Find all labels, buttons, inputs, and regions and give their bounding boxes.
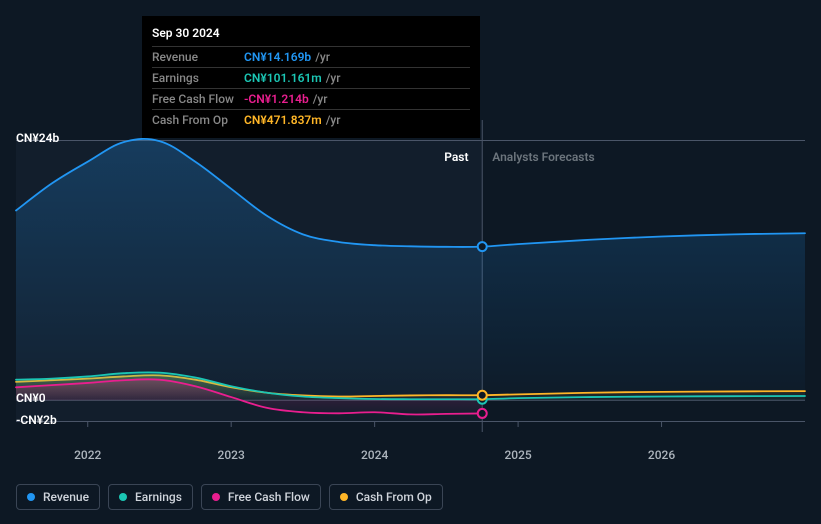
chart-svg (16, 140, 805, 422)
legend-item-free-cash-flow[interactable]: Free Cash Flow (201, 484, 321, 510)
forecast-label: Analysts Forecasts (492, 150, 594, 164)
legend-item-cash-from-op[interactable]: Cash From Op (329, 484, 443, 510)
tooltip-metric-label: Free Cash Flow (152, 92, 244, 106)
y-axis-label: -CN¥2b (16, 413, 57, 427)
legend-label: Free Cash Flow (228, 490, 310, 504)
tooltip-suffix: /yr (326, 71, 341, 85)
tooltip-metric-value: -CN¥1.214b (244, 92, 309, 106)
x-axis-label: 2023 (218, 448, 245, 462)
tooltip-metric-value: CN¥14.169b (244, 50, 311, 64)
y-axis-label: CN¥0 (16, 391, 46, 405)
legend-dot-icon (119, 493, 127, 501)
x-axis: 2022 2023 2024 2025 2026 (16, 448, 805, 468)
chart-tooltip: Sep 30 2024 RevenueCN¥14.169b/yrEarnings… (142, 16, 480, 138)
tooltip-metric-label: Earnings (152, 71, 244, 85)
tooltip-suffix: /yr (326, 113, 341, 127)
chart-legend: Revenue Earnings Free Cash Flow Cash From O… (16, 484, 443, 510)
x-axis-label: 2024 (361, 448, 388, 462)
tooltip-row: RevenueCN¥14.169b/yr (152, 46, 470, 67)
tooltip-row: Cash From OpCN¥471.837m/yr (152, 109, 470, 130)
tooltip-metric-value: CN¥471.837m (244, 113, 322, 127)
legend-item-revenue[interactable]: Revenue (16, 484, 100, 510)
chart-area (16, 140, 805, 422)
tooltip-metric-label: Revenue (152, 50, 244, 64)
legend-item-earnings[interactable]: Earnings (108, 484, 193, 510)
legend-dot-icon (340, 493, 348, 501)
tooltip-metric-value: CN¥101.161m (244, 71, 322, 85)
y-axis-label: CN¥24b (16, 131, 59, 145)
tooltip-row: Free Cash Flow-CN¥1.214b/yr (152, 88, 470, 109)
tooltip-metric-label: Cash From Op (152, 113, 244, 127)
tooltip-date: Sep 30 2024 (152, 24, 470, 46)
legend-label: Earnings (135, 490, 182, 504)
tooltip-suffix: /yr (313, 92, 328, 106)
past-label: Past (444, 150, 468, 164)
x-axis-label: 2025 (504, 448, 531, 462)
x-axis-label: 2022 (74, 448, 101, 462)
legend-label: Revenue (43, 490, 89, 504)
legend-dot-icon (27, 493, 35, 501)
legend-dot-icon (212, 493, 220, 501)
legend-label: Cash From Op (356, 490, 432, 504)
tooltip-suffix: /yr (315, 50, 330, 64)
tooltip-row: EarningsCN¥101.161m/yr (152, 67, 470, 88)
x-axis-label: 2026 (648, 448, 675, 462)
